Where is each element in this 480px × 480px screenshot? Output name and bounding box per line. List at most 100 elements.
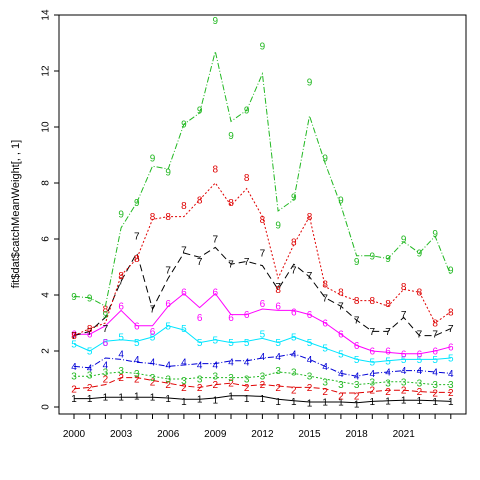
y-tick-label: 8 (41, 180, 52, 186)
observed-point-1: 1 (103, 393, 109, 404)
observed-point-1: 1 (370, 397, 376, 408)
observed-point-6: 6 (103, 338, 109, 349)
observed-point-1: 1 (181, 397, 187, 408)
observed-point-9: 9 (244, 106, 250, 117)
observed-point-4: 4 (275, 352, 281, 363)
observed-point-7: 7 (417, 330, 423, 341)
y-tick-label: 14 (41, 9, 52, 21)
observed-point-9: 9 (307, 78, 313, 89)
series-3: 3 3 3 3 3 3 3 3 3 3 3 3 33 3 33 3 3 3 3 3 3 3 3 (71, 366, 454, 391)
observed-point-2: 2 (338, 391, 344, 402)
observed-point-1: 1 (244, 394, 250, 405)
observed-point-8: 8 (275, 285, 281, 296)
observed-point-9: 9 (181, 120, 187, 131)
y-tick-label: 12 (41, 65, 52, 77)
observed-point-5: 5 (181, 324, 187, 335)
observed-point-6: 6 (165, 299, 171, 310)
observed-point-6: 6 (322, 319, 328, 330)
observed-point-8: 8 (197, 195, 203, 206)
x-tick-label: 2018 (345, 429, 368, 440)
observed-point-3: 3 (401, 377, 407, 388)
observed-point-1: 1 (165, 394, 171, 405)
observed-point-5: 5 (228, 338, 234, 349)
observed-point-2: 2 (401, 386, 407, 397)
observed-point-6: 6 (385, 347, 391, 358)
observed-point-6: 6 (354, 341, 360, 352)
series-line-8 (73, 182, 452, 337)
observed-point-7: 7 (401, 310, 407, 321)
observed-point-5: 5 (150, 333, 156, 344)
observed-point-6: 6 (87, 330, 93, 341)
observed-point-6: 6 (260, 299, 266, 310)
observed-point-5: 5 (260, 330, 266, 341)
observed-point-7: 7 (354, 316, 360, 327)
observed-point-3: 3 (87, 370, 93, 381)
observed-point-6: 6 (213, 288, 219, 299)
observed-point-7: 7 (118, 277, 124, 288)
observed-point-8: 8 (134, 254, 140, 265)
observed-point-6: 6 (401, 349, 407, 360)
observed-point-3: 3 (71, 372, 77, 383)
observed-point-3: 3 (134, 369, 140, 380)
observed-point-3: 3 (150, 373, 156, 384)
observed-point-4: 4 (213, 361, 219, 372)
observed-point-9: 9 (118, 209, 124, 220)
observed-point-6: 6 (244, 310, 250, 321)
observed-point-5: 5 (103, 338, 109, 349)
observed-point-9: 9 (385, 254, 391, 265)
observed-point-9: 9 (370, 251, 376, 262)
observed-point-8: 8 (338, 288, 344, 299)
observed-point-2: 2 (385, 387, 391, 398)
observed-point-5: 5 (432, 355, 438, 366)
observed-point-6: 6 (291, 307, 297, 318)
observed-point-4: 4 (417, 366, 423, 377)
series-line-2 (73, 377, 451, 394)
x-tick-label: 2012 (251, 429, 274, 440)
series-line-7 (73, 246, 452, 337)
observed-point-2: 2 (134, 375, 140, 386)
observed-point-3: 3 (228, 373, 234, 384)
observed-point-8: 8 (181, 201, 187, 212)
observed-point-6: 6 (118, 302, 124, 313)
observed-point-1: 1 (87, 394, 93, 405)
y-axis-label: fit$dat$catchMeanWeight[, , 1] (10, 140, 22, 288)
observed-point-9: 9 (213, 16, 219, 27)
observed-point-8: 8 (228, 198, 234, 209)
observed-point-3: 3 (291, 368, 297, 379)
y-tick-label: 0 (41, 404, 52, 410)
observed-point-3: 3 (181, 376, 187, 387)
observed-point-9: 9 (417, 249, 423, 260)
observed-point-7: 7 (197, 257, 203, 268)
observed-point-7: 7 (103, 324, 109, 335)
observed-point-5: 5 (71, 340, 77, 351)
observed-point-5: 5 (307, 338, 313, 349)
observed-point-7: 7 (338, 302, 344, 313)
observed-point-9: 9 (134, 198, 140, 209)
observed-point-2: 2 (244, 383, 250, 394)
observed-point-7: 7 (275, 282, 281, 293)
observed-point-6: 6 (432, 347, 438, 358)
observed-point-5: 5 (354, 355, 360, 366)
observed-point-4: 4 (150, 358, 156, 369)
observed-point-6: 6 (181, 288, 187, 299)
observed-point-7: 7 (322, 293, 328, 304)
observed-point-8: 8 (417, 288, 423, 299)
observed-point-3: 3 (275, 366, 281, 377)
observed-point-9: 9 (322, 153, 328, 164)
observed-point-7: 7 (448, 324, 454, 335)
observed-point-1: 1 (291, 397, 297, 408)
observed-point-2: 2 (370, 386, 376, 397)
observed-point-8: 8 (307, 212, 313, 223)
observed-point-8: 8 (244, 173, 250, 184)
observed-point-4: 4 (71, 362, 77, 373)
observed-point-5: 5 (448, 354, 454, 365)
y-tick-label: 6 (41, 236, 52, 242)
observed-point-2: 2 (71, 384, 77, 395)
observed-point-7: 7 (385, 327, 391, 338)
observed-point-4: 4 (338, 369, 344, 380)
observed-point-6: 6 (197, 313, 203, 324)
observed-point-5: 5 (197, 338, 203, 349)
observed-point-7: 7 (291, 265, 297, 276)
